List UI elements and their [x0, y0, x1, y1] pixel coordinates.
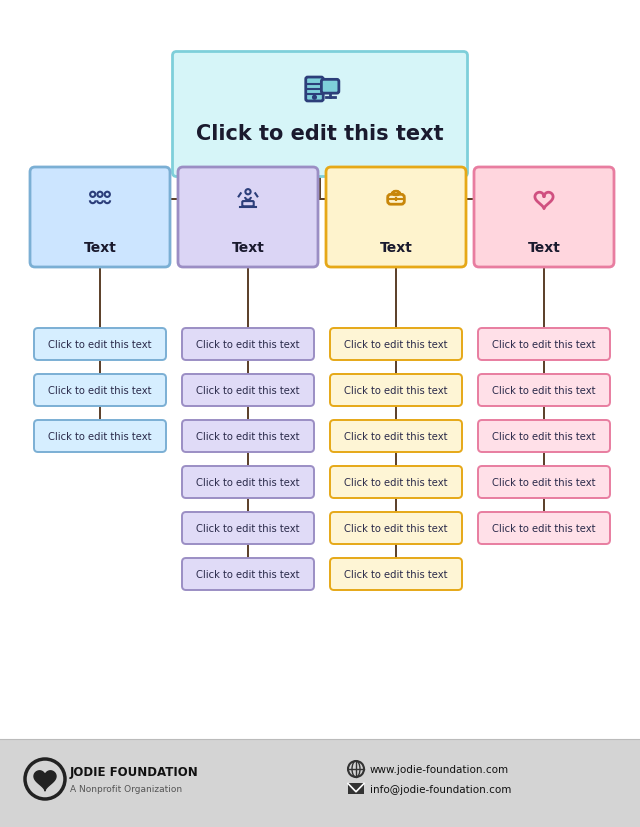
Text: Click to edit this text: Click to edit this text [48, 340, 152, 350]
Text: info@jodie-foundation.com: info@jodie-foundation.com [370, 784, 511, 794]
Text: Click to edit this text: Click to edit this text [196, 523, 300, 533]
Text: Click to edit this text: Click to edit this text [196, 432, 300, 442]
FancyBboxPatch shape [173, 52, 467, 177]
FancyBboxPatch shape [306, 78, 323, 102]
FancyBboxPatch shape [478, 328, 610, 361]
Text: Click to edit this text: Click to edit this text [196, 569, 300, 579]
FancyBboxPatch shape [182, 558, 314, 590]
FancyBboxPatch shape [478, 513, 610, 544]
Text: Text: Text [84, 241, 116, 255]
Text: Text: Text [232, 241, 264, 255]
Text: Click to edit this text: Click to edit this text [196, 340, 300, 350]
FancyBboxPatch shape [178, 168, 318, 268]
Text: Click to edit this text: Click to edit this text [344, 477, 448, 487]
Text: Text: Text [380, 241, 412, 255]
Text: Click to edit this text: Click to edit this text [492, 523, 596, 533]
FancyBboxPatch shape [330, 328, 462, 361]
FancyBboxPatch shape [330, 420, 462, 452]
FancyBboxPatch shape [182, 466, 314, 499]
Text: JODIE FOUNDATION: JODIE FOUNDATION [70, 766, 199, 778]
FancyBboxPatch shape [330, 513, 462, 544]
FancyBboxPatch shape [182, 375, 314, 407]
FancyBboxPatch shape [182, 513, 314, 544]
Text: Click to edit this text: Click to edit this text [48, 432, 152, 442]
FancyBboxPatch shape [478, 420, 610, 452]
Text: Click to edit this text: Click to edit this text [344, 432, 448, 442]
Text: Click to edit this text: Click to edit this text [492, 385, 596, 395]
FancyBboxPatch shape [321, 80, 339, 94]
FancyBboxPatch shape [478, 466, 610, 499]
FancyBboxPatch shape [478, 375, 610, 407]
FancyBboxPatch shape [330, 466, 462, 499]
Text: Click to edit this text: Click to edit this text [344, 340, 448, 350]
Text: Click to edit this text: Click to edit this text [492, 340, 596, 350]
Text: Click to edit this text: Click to edit this text [48, 385, 152, 395]
Text: A Nonprofit Organization: A Nonprofit Organization [70, 785, 182, 794]
Bar [348, 783, 364, 795]
Text: Click to edit this text: Click to edit this text [344, 569, 448, 579]
Text: www.jodie-foundation.com: www.jodie-foundation.com [370, 764, 509, 774]
FancyBboxPatch shape [34, 420, 166, 452]
FancyBboxPatch shape [30, 168, 170, 268]
Text: Click to edit this text: Click to edit this text [344, 385, 448, 395]
FancyBboxPatch shape [326, 168, 466, 268]
FancyBboxPatch shape [182, 420, 314, 452]
FancyBboxPatch shape [330, 375, 462, 407]
FancyBboxPatch shape [182, 328, 314, 361]
Text: Click to edit this text: Click to edit this text [196, 477, 300, 487]
Text: Click to edit this text: Click to edit this text [492, 477, 596, 487]
Text: Click to edit this text: Click to edit this text [492, 432, 596, 442]
FancyBboxPatch shape [474, 168, 614, 268]
Text: Click to edit this text: Click to edit this text [196, 123, 444, 144]
Text: Click to edit this text: Click to edit this text [344, 523, 448, 533]
FancyBboxPatch shape [34, 328, 166, 361]
Text: Click to edit this text: Click to edit this text [196, 385, 300, 395]
Circle shape [313, 96, 316, 100]
FancyBboxPatch shape [330, 558, 462, 590]
Text: Text: Text [527, 241, 561, 255]
Polygon shape [34, 771, 56, 791]
Bar [0, 739, 640, 827]
FancyBboxPatch shape [34, 375, 166, 407]
